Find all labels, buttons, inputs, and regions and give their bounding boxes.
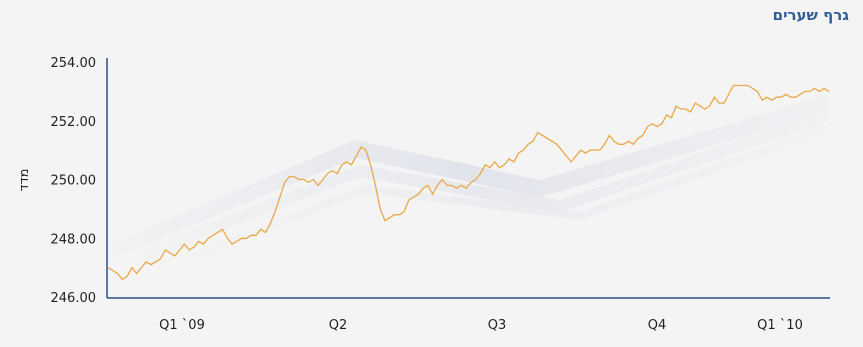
y-axis-label: מדד <box>17 168 32 191</box>
y-tick-label: 254.00 <box>51 56 97 71</box>
y-tick-label: 252.00 <box>51 115 97 130</box>
x-tick-label: Q2 <box>329 318 348 333</box>
chart-title: גרף שערים <box>772 6 849 24</box>
x-axis-ticks: Q1 `09 Q2 Q3 Q4 Q1 `10 <box>159 318 803 333</box>
x-tick-label: Q4 <box>648 318 667 333</box>
y-tick-label: 250.00 <box>51 174 97 189</box>
series-line <box>107 84 830 281</box>
x-tick-label: Q1 `10 <box>757 318 803 333</box>
background-watermark <box>108 95 828 266</box>
y-axis-ticks: 254.00 252.00 250.00 248.00 246.00 <box>51 56 97 306</box>
x-tick-label: Q1 `09 <box>159 318 205 333</box>
y-tick-label: 246.00 <box>51 291 97 306</box>
y-tick-label: 248.00 <box>51 232 97 247</box>
x-tick-label: Q3 <box>488 318 507 333</box>
